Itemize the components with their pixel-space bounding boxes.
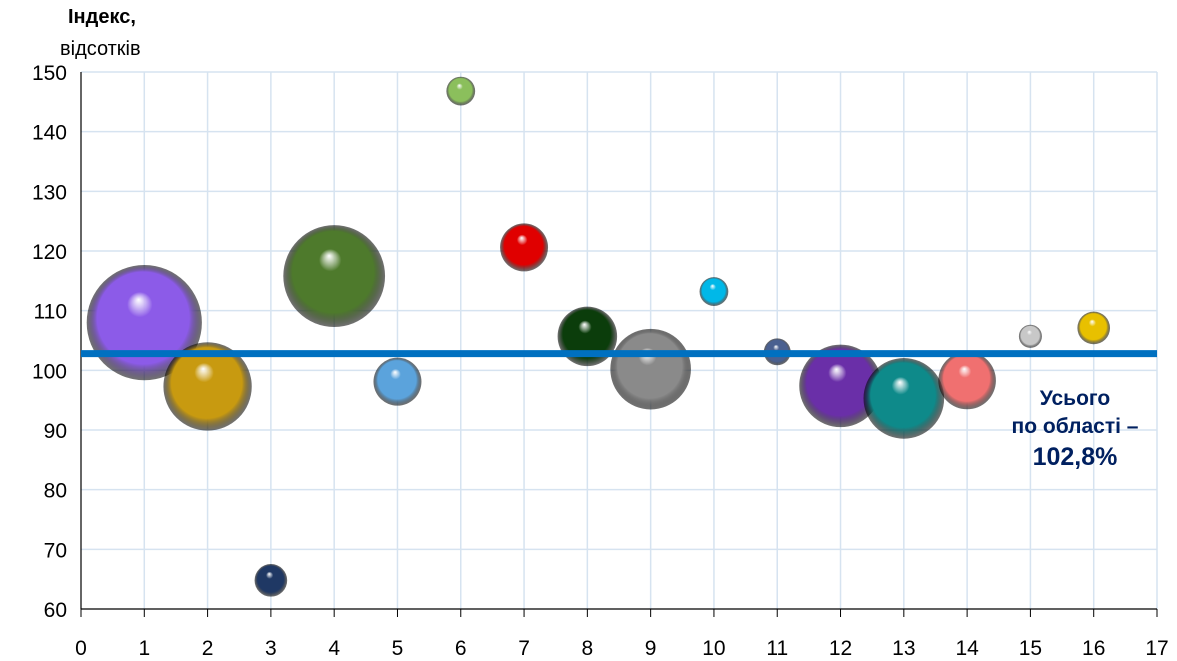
bubbles [87,77,1110,597]
y-tick-label: 130 [32,181,67,204]
x-tick-label: 11 [766,637,788,660]
x-tick-label: 1 [138,637,150,660]
bubble [1077,312,1110,345]
x-tick-label: 8 [582,637,594,660]
bubble [500,223,548,271]
annotation-line-1: Усього [980,385,1170,413]
total-annotation: Усього по області – 102,8% [980,385,1170,473]
bubble [373,358,421,406]
y-tick-label: 140 [32,122,67,145]
x-tick-label: 7 [518,637,530,660]
y-tick-label: 90 [44,420,67,443]
bubble [1019,325,1042,348]
x-tick-label: 16 [1082,637,1105,660]
y-tick-label: 110 [34,301,67,324]
grid-lines [81,72,1157,609]
bubble [610,329,691,410]
annotation-value: 102,8% [980,441,1170,473]
y-tick-label: 70 [44,539,67,562]
y-tick-label: 60 [44,599,67,622]
x-tick-label: 17 [1145,637,1168,660]
x-tick-label: 13 [892,637,915,660]
bubble [446,77,475,106]
x-tick-label: 12 [829,637,852,660]
x-tick-label: 14 [955,637,979,660]
x-tick-label: 6 [455,637,467,660]
x-tick-label: 5 [392,637,404,660]
x-tick-label: 4 [328,637,340,660]
x-tick-label: 10 [702,637,725,660]
y-tick-label: 80 [44,480,67,503]
y-tick-label: 120 [32,241,67,264]
x-tick-label: 9 [645,637,657,660]
bubble [255,564,288,597]
y-tick-label: 150 [32,62,67,85]
x-tick-label: 2 [202,637,214,660]
x-tick-label: 3 [265,637,277,660]
bubble [558,307,618,367]
bubble [864,358,945,439]
y-tick-label: 100 [32,360,67,383]
x-tick-label: 15 [1019,637,1042,660]
x-tick-label: 0 [75,637,87,660]
y-axis-unit: відсотків [60,38,141,61]
annotation-line-2: по області – [980,413,1170,441]
bubble [283,225,385,327]
y-axis-label: Індекс, [68,6,136,29]
bubble [700,277,729,306]
